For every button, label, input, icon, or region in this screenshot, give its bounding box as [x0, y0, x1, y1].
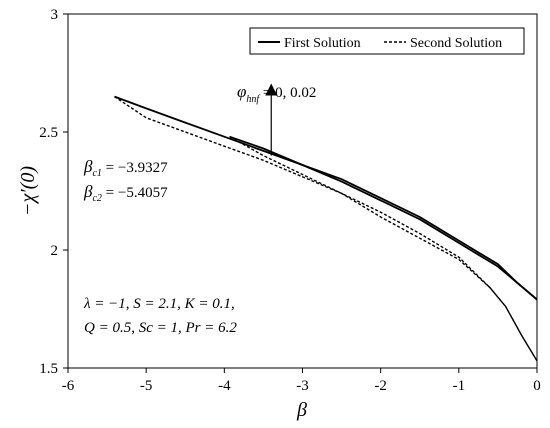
y-tick-label: 3 — [51, 7, 59, 23]
series-group — [114, 95, 538, 362]
x-axis-title: β — [296, 399, 307, 421]
legend: First Solution Second Solution — [249, 27, 525, 55]
beta-c1-annotation: βc1 = −3.9327 — [83, 157, 168, 179]
beta-c1-value: = −3.9327 — [102, 160, 168, 176]
x-tick-label: -3 — [296, 378, 309, 394]
y-axis-title: −χ′(0) — [17, 166, 39, 216]
arrow-label-subscript: hnf — [246, 94, 260, 105]
first-solution-curve-2 — [229, 135, 538, 301]
second-solution-curve-3 — [229, 136, 538, 362]
x-tick-label: -1 — [453, 378, 466, 394]
x-tick-label: -2 — [374, 378, 387, 394]
beta-c2-symbol: β — [83, 182, 93, 201]
beta-c2-subscript: c2 — [92, 193, 101, 204]
params-line-2: Q = 0.5, Sc = 1, Pr = 6.2 — [84, 320, 237, 336]
x-tick-label: 0 — [533, 378, 541, 394]
legend-box — [249, 27, 525, 55]
beta-c1-symbol: β — [83, 157, 93, 176]
params-line-1: λ = −1, S = 2.1, K = 0.1, — [83, 296, 235, 312]
legend-label-second: Second Solution — [410, 36, 502, 51]
beta-c1-subscript: c1 — [92, 168, 101, 179]
first-solution-curve-0 — [114, 95, 538, 301]
beta-c2-annotation: βc2 = −5.4057 — [83, 182, 168, 204]
beta-c2-value: = −5.4057 — [102, 185, 168, 201]
x-tick-label: -5 — [140, 378, 153, 394]
arrow-label-value: = 0, 0.02 — [259, 85, 316, 101]
y-tick-label: 1.5 — [39, 361, 58, 377]
arrow-label-symbol: φ — [237, 82, 246, 101]
y-tick-label: 2.5 — [39, 125, 58, 141]
x-tick-label: -4 — [218, 378, 231, 394]
arrow-label: φhnf = 0, 0.02 — [237, 82, 316, 105]
ticks: -6 -5 -4 -3 -2 -1 0 1.5 2 2.5 3 — [39, 7, 541, 394]
x-tick-label: -6 — [62, 378, 75, 394]
y-tick-label: 2 — [51, 243, 59, 259]
legend-label-first: First Solution — [284, 36, 361, 51]
